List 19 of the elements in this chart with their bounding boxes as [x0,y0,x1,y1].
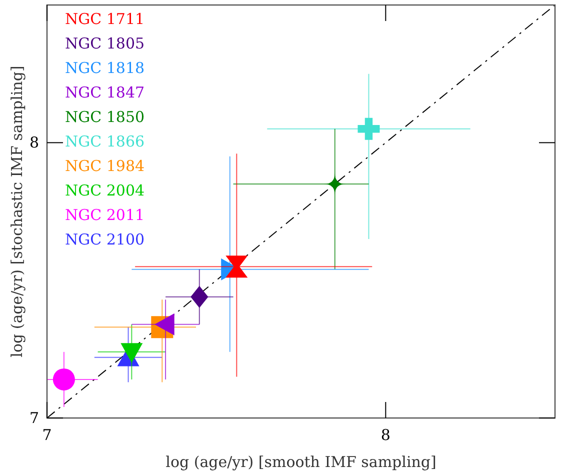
point [52,368,75,390]
text: NGC 2100 [65,230,145,248]
point [324,172,346,195]
text: NGC 2011 [65,206,145,224]
text: NGC 1984 [65,156,145,175]
point [154,313,174,336]
point [190,286,208,308]
text: NGC 1866 [65,132,145,150]
point [120,343,143,363]
text: NGC 1850 [65,108,145,126]
text: NGC 1818 [65,58,145,77]
text: NGC 1805 [65,34,145,52]
text: NGC 2004 [65,181,145,200]
text: NGC 1847 [65,83,145,102]
point [226,256,248,278]
point [358,118,380,140]
x-axis-title: log (age/yr) [smooth IMF sampling] [166,453,436,471]
y-axis-title: log (age/yr) [stochastic IMF sampling] [8,66,26,358]
text: NGC 1711 [65,10,145,28]
